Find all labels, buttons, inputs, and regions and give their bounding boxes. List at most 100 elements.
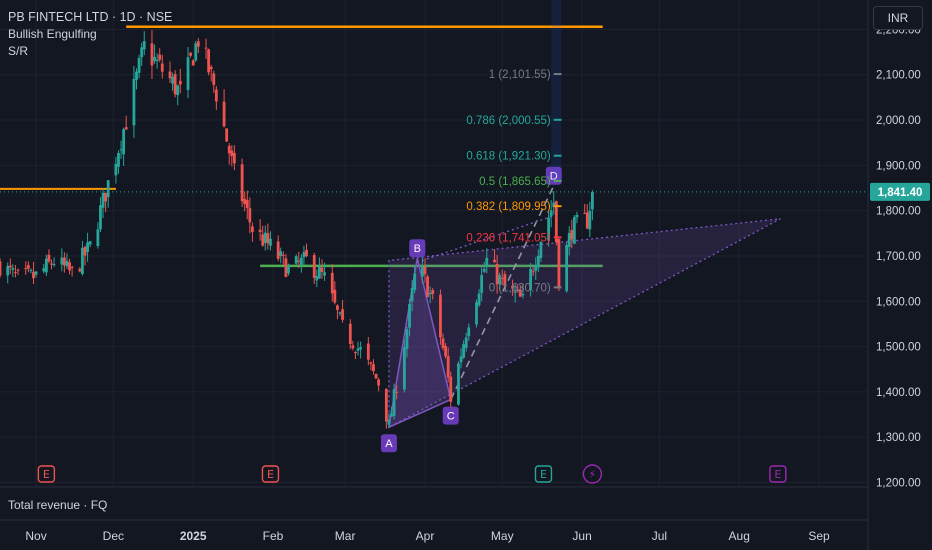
pattern-label-bg-C [442, 406, 459, 425]
x-tick-label: Apr [416, 529, 435, 543]
candle-body [155, 59, 159, 62]
candle-body [44, 258, 48, 273]
candle-body [243, 199, 247, 204]
candle-body [106, 180, 110, 198]
y-tick-label: 2,100.00 [876, 70, 921, 82]
candle-body [464, 337, 468, 348]
currency-button[interactable]: INR [873, 6, 923, 30]
candle-body [8, 265, 12, 268]
candle-body [227, 145, 231, 154]
candle-body [534, 265, 538, 271]
pattern-label-D: D [550, 171, 558, 183]
candle-body [96, 229, 100, 247]
candle-body [565, 245, 569, 292]
candle-body [428, 292, 432, 295]
candle-body [444, 345, 447, 357]
candle-body [117, 152, 120, 167]
candle-body [485, 257, 489, 267]
candle-body [122, 129, 126, 155]
candle-body [70, 266, 74, 268]
candle-body [410, 287, 414, 302]
candle-body [52, 264, 56, 266]
earnings-marker-label: E [540, 468, 547, 481]
candle-body [482, 269, 486, 272]
candle-body [0, 261, 2, 276]
candle-body [462, 344, 466, 358]
candle-body [567, 233, 571, 247]
y-tick-label: 1,300.00 [876, 432, 921, 444]
pattern-label-B: B [414, 243, 421, 255]
candle-body [194, 43, 198, 61]
indicator-bullish-engulfing[interactable]: Bullish Engulfing [8, 27, 97, 41]
candle-body [392, 389, 396, 416]
candle-body [405, 329, 409, 349]
candle-body [99, 205, 102, 230]
candle-body [212, 73, 216, 85]
candle-body [153, 56, 156, 62]
candle-body [377, 379, 381, 386]
candle-body [503, 274, 507, 286]
earnings-marker-label: E [43, 468, 50, 481]
candle-body [305, 249, 308, 257]
earnings-marker [769, 465, 787, 483]
candle-body [178, 80, 182, 85]
candle-body [317, 266, 321, 279]
y-tick-label: 1,500.00 [876, 342, 921, 354]
candle-body [204, 47, 208, 49]
candle-body [137, 58, 141, 73]
candle-body [171, 76, 174, 84]
candle-body [261, 234, 265, 246]
indicator-sr[interactable]: S/R [8, 44, 29, 58]
candle-body [315, 276, 319, 281]
candle-body [570, 229, 574, 240]
event-marker [582, 464, 603, 484]
candle-body [423, 266, 427, 275]
candle-body [390, 413, 393, 417]
candle-body [276, 241, 280, 259]
candle-body [354, 351, 357, 354]
candle-body [374, 374, 378, 379]
y-tick-label: 1,900.00 [876, 160, 921, 172]
candle-body [356, 348, 360, 351]
x-tick-label: 2025 [180, 529, 207, 543]
candle-body [222, 101, 226, 127]
y-tick-label: 1,200.00 [876, 477, 921, 489]
candle-body [29, 269, 33, 271]
fib-level-label: 0.618 (1,921.30) [466, 151, 551, 163]
y-tick-label: 1,700.00 [876, 251, 921, 263]
candle-body [421, 266, 424, 277]
candle-body [232, 152, 236, 164]
candle-body [196, 41, 200, 47]
candle-body [366, 343, 370, 360]
fib-highlight-column [551, 0, 562, 181]
candle-body [333, 289, 337, 303]
candle-body [518, 289, 522, 297]
candle-body [459, 356, 463, 363]
candle-body [11, 268, 15, 270]
candle-body [60, 257, 64, 265]
candle-body [495, 264, 499, 285]
candle-body [160, 63, 164, 72]
candle-body [50, 263, 53, 265]
candle-body [32, 271, 35, 279]
total-revenue-pane-label: Total revenue · FQ [8, 498, 108, 512]
fib-level-label: 0.382 (1,809.95) [466, 201, 551, 213]
x-tick-label: Aug [729, 529, 750, 543]
candle-body [493, 259, 496, 263]
candle-body [42, 268, 46, 272]
chart-title: PB FINTECH LTD · 1D · NSE [8, 10, 173, 24]
earnings-markers[interactable]: E E E ⚡ E [37, 464, 787, 484]
candle-body [104, 192, 108, 202]
fibonacci-levels[interactable]: 1 (2,101.55) 0.786 (2,000.55) 0.618 (1,921… [466, 0, 562, 294]
candle-body [240, 164, 244, 202]
candle-body [266, 233, 270, 244]
candle-body [34, 271, 38, 275]
candle-body [302, 252, 306, 258]
candle-body [585, 212, 589, 229]
candle-body [552, 202, 556, 208]
candle-body [369, 362, 373, 364]
candle-body [408, 304, 411, 328]
y-tick-label: 1,600.00 [876, 296, 921, 308]
candle-body [176, 85, 180, 96]
